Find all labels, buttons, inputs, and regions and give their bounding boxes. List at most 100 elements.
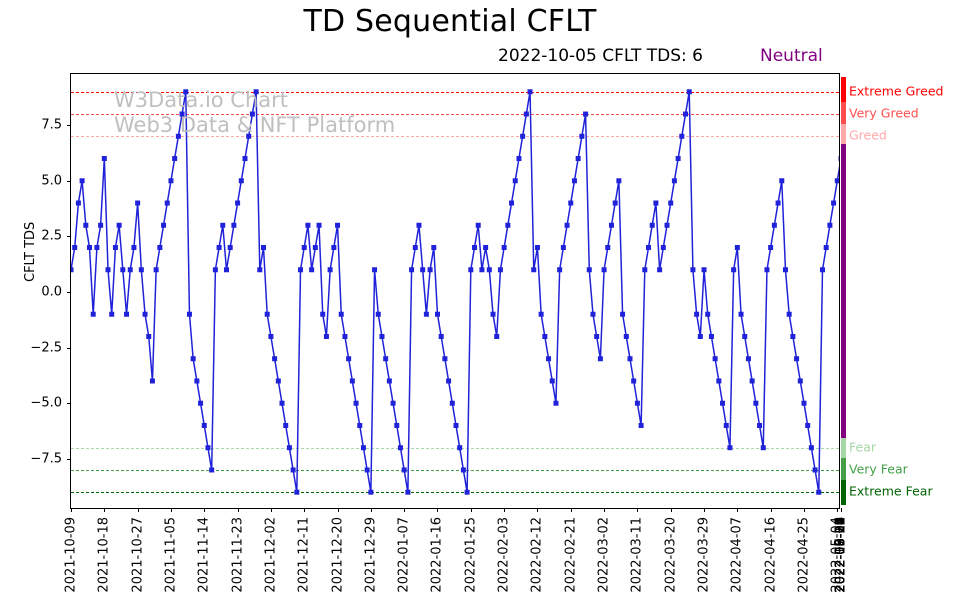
series-marker xyxy=(490,311,496,317)
series-marker xyxy=(660,245,666,251)
series-marker xyxy=(305,222,311,228)
series-marker xyxy=(590,311,596,317)
x-tick-label: 2022-04-25 xyxy=(796,517,812,593)
series-marker xyxy=(731,267,737,273)
series-marker xyxy=(172,156,178,162)
edge-very-greed xyxy=(841,101,846,125)
x-tick-label: 2021-12-02 xyxy=(263,517,279,593)
series-marker xyxy=(112,245,118,251)
series-marker xyxy=(782,267,788,273)
series-marker xyxy=(309,267,315,273)
series-marker xyxy=(560,245,566,251)
series-marker xyxy=(131,245,137,251)
series-marker xyxy=(257,267,263,273)
series-marker xyxy=(397,445,403,451)
series-marker xyxy=(683,111,689,117)
series-marker xyxy=(501,245,507,251)
series-marker xyxy=(216,245,222,251)
series-marker xyxy=(87,245,93,251)
series-marker xyxy=(775,200,781,206)
series-marker xyxy=(223,267,229,273)
plot-area: CFLT TDS −7.5 −5.0 −2.5 0.0 2.5 5.0 7.5 2021-1… xyxy=(23,73,849,593)
series-marker xyxy=(390,400,396,406)
series-marker xyxy=(819,267,825,273)
series-marker xyxy=(475,222,481,228)
x-tick-mark xyxy=(470,508,472,512)
x-tick-label: 2022-04-07 xyxy=(729,517,745,593)
x-tick-label: 2021-10-18 xyxy=(96,517,112,593)
x-tick-label: 2021-11-23 xyxy=(230,517,246,593)
series-marker xyxy=(538,311,544,317)
x-tick-label: 2021-11-05 xyxy=(163,517,179,593)
series-marker xyxy=(227,245,233,251)
x-tick-mark xyxy=(570,508,572,512)
series-marker xyxy=(368,489,374,495)
series-marker xyxy=(675,156,681,162)
x-tick-mark xyxy=(637,508,639,512)
series-marker xyxy=(109,311,115,317)
series-marker xyxy=(564,222,570,228)
series-marker xyxy=(253,89,259,95)
series-marker xyxy=(149,378,155,384)
series-marker xyxy=(527,89,533,95)
series-marker xyxy=(416,222,422,228)
series-marker xyxy=(442,356,448,362)
series-marker xyxy=(164,200,170,206)
x-tick-label: 2022-01-07 xyxy=(396,517,412,593)
x-tick-mark xyxy=(170,508,172,512)
series-marker xyxy=(483,245,489,251)
series-marker xyxy=(71,267,74,273)
chart-title: TD Sequential CFLT xyxy=(303,4,597,39)
series-marker xyxy=(286,445,292,451)
series-marker xyxy=(238,178,244,184)
series-marker xyxy=(612,200,618,206)
series-marker xyxy=(464,489,470,495)
series-marker xyxy=(838,156,839,162)
y-tick-mark xyxy=(67,236,71,238)
x-tick-label: 2022-03-02 xyxy=(596,517,612,593)
series-marker xyxy=(198,400,204,406)
x-tick-mark xyxy=(437,508,439,512)
series-marker xyxy=(723,422,729,428)
x-tick-mark xyxy=(837,508,839,512)
series-marker xyxy=(357,422,363,428)
threshold-line-very-fear xyxy=(71,469,839,471)
series-marker xyxy=(135,200,141,206)
series-marker xyxy=(401,467,407,473)
series-line xyxy=(71,91,839,493)
series-marker xyxy=(124,311,130,317)
series-marker xyxy=(623,333,629,339)
series-marker xyxy=(168,178,174,184)
x-tick-mark xyxy=(71,508,72,512)
series-marker xyxy=(827,222,833,228)
series-marker xyxy=(512,178,518,184)
series-marker xyxy=(742,333,748,339)
series-marker xyxy=(94,245,100,251)
series-marker xyxy=(205,445,211,451)
series-marker xyxy=(446,378,452,384)
series-marker xyxy=(342,333,348,339)
series-marker xyxy=(823,245,829,251)
series-marker xyxy=(383,356,389,362)
series-marker xyxy=(427,267,433,273)
series-marker xyxy=(542,333,548,339)
series-marker xyxy=(694,311,700,317)
edge-neutral xyxy=(841,144,846,438)
y-tick-mark xyxy=(67,125,71,127)
series-marker xyxy=(531,267,537,273)
x-tick-label: 2022-04-16 xyxy=(763,517,779,593)
x-tick-mark xyxy=(803,508,805,512)
x-tick-mark xyxy=(337,508,339,512)
series-marker xyxy=(272,356,278,362)
series-marker xyxy=(583,111,589,117)
series-marker xyxy=(760,445,766,451)
series-marker xyxy=(360,445,366,451)
series-marker xyxy=(231,222,237,228)
x-tick-label: 2022-01-25 xyxy=(463,517,479,593)
series-marker xyxy=(394,422,400,428)
series-marker xyxy=(438,333,444,339)
series-marker xyxy=(520,133,526,139)
tds-series xyxy=(71,89,839,495)
series-marker xyxy=(794,356,800,362)
